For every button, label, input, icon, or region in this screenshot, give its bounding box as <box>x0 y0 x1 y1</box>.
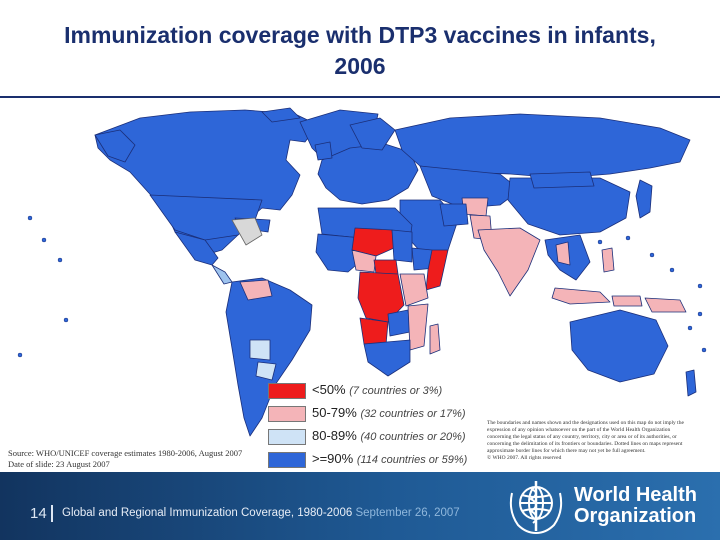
legend-detail: (7 countries or 3%) <box>349 385 443 397</box>
region-indonesia-2 <box>611 295 643 307</box>
region-madagascar <box>429 323 441 355</box>
disclaimer-line: approximate border lines for which there… <box>487 448 646 454</box>
region-chad-niger-red <box>351 227 395 257</box>
disclaimer-line: concerning the legal status of any count… <box>487 434 677 440</box>
map-disclaimer: The boundaries and names shown and the d… <box>487 420 709 462</box>
presentation-title: Global and Regional Immunization Coverag… <box>62 507 353 519</box>
region-southern-africa <box>363 339 411 377</box>
region-indonesia-1 <box>551 287 611 305</box>
region-venezuela <box>239 279 273 301</box>
legend-swatch-light-blue <box>268 429 306 445</box>
region-alaska-canada-west <box>94 129 136 163</box>
copyright-line: © WHO 2007. All rights reserved <box>487 455 562 461</box>
legend-detail: (114 countries or 59%) <box>356 454 468 466</box>
region-japan <box>635 179 653 219</box>
small-island-markers <box>17 215 707 358</box>
region-paraguay <box>255 361 277 381</box>
region-nigeria <box>351 249 377 273</box>
source-line: Source: WHO/UNICEF coverage estimates 19… <box>8 448 243 458</box>
legend-label: 80-89% (40 countries or 20%) <box>312 428 466 443</box>
who-wordmark-line-1: World Health <box>574 484 697 506</box>
disclaimer-line: concerning the delimitation of its front… <box>487 441 683 447</box>
who-emblem-icon <box>509 481 563 535</box>
region-papua <box>644 297 687 313</box>
region-arctic-islands <box>261 107 301 123</box>
region-central-america <box>211 264 233 285</box>
disclaimer-line: The boundaries and names shown and the d… <box>487 420 684 426</box>
legend-range: <50% <box>312 382 346 397</box>
region-somalia <box>425 249 449 291</box>
region-bolivia <box>249 339 271 361</box>
legend-label: >=90% (114 countries or 59%) <box>312 451 467 466</box>
who-wordmark: World Health Organization <box>574 485 697 527</box>
region-sudan <box>391 229 413 263</box>
region-china <box>507 177 631 236</box>
region-mongolia <box>529 171 595 189</box>
world-map <box>17 107 707 437</box>
slide-date-line: Date of slide: 23 August 2007 <box>8 459 110 469</box>
region-central-asia <box>419 165 521 209</box>
region-central-africa-car <box>373 259 399 275</box>
legend-row-gte90: >=90% (114 countries or 59%) <box>268 449 498 469</box>
presentation-date: September 26, 2007 <box>355 507 460 519</box>
region-angola <box>359 317 389 346</box>
legend-row-50-79: 50-79% (32 countries or 17%) <box>268 403 498 423</box>
region-zambia <box>387 309 411 337</box>
legend-swatch-red <box>268 383 306 399</box>
legend-detail: (32 countries or 17%) <box>360 408 466 420</box>
region-laos-cambodia <box>555 241 571 266</box>
legend-range: >=90% <box>312 451 354 466</box>
legend-label: 50-79% (32 countries or 17%) <box>312 405 466 420</box>
region-east-africa <box>399 273 429 307</box>
disclaimer-line: expression of any opinion whatsoever on … <box>487 427 671 433</box>
title-line-2: 2006 <box>334 53 386 79</box>
region-haiti-hatched <box>231 217 263 246</box>
region-india <box>477 227 541 297</box>
legend-range: 50-79% <box>312 405 357 420</box>
region-new-zealand <box>685 369 697 397</box>
page-number: 14 <box>30 505 47 522</box>
region-iran <box>439 203 469 227</box>
who-wordmark-line-2: Organization <box>574 505 697 527</box>
title-line-1: Immunization coverage with DTP3 vaccines… <box>64 22 656 48</box>
legend-range: 80-89% <box>312 428 357 443</box>
region-iceland-uk <box>314 141 333 161</box>
region-mozambique <box>407 303 429 351</box>
region-australia <box>569 309 669 383</box>
region-philippines <box>601 247 615 273</box>
legend-row-lt50: <50% (7 countries or 3%) <box>268 380 498 400</box>
legend-swatch-blue <box>268 452 306 468</box>
slide-title: Immunization coverage with DTP3 vaccines… <box>0 20 720 82</box>
footer-bar: 14 Global and Regional Immunization Cove… <box>0 472 720 540</box>
legend-row-80-89: 80-89% (40 countries or 20%) <box>268 426 498 446</box>
footer-title: Global and Regional Immunization Coverag… <box>62 507 460 519</box>
footer-divider <box>51 505 53 522</box>
title-divider <box>0 96 720 98</box>
region-scandinavia <box>349 117 396 151</box>
legend-label: <50% (7 countries or 3%) <box>312 382 442 397</box>
region-usa <box>149 194 263 241</box>
region-mexico <box>174 231 219 266</box>
legend-detail: (40 countries or 20%) <box>360 431 466 443</box>
source-note: Source: WHO/UNICEF coverage estimates 19… <box>8 448 242 470</box>
legend-swatch-pink <box>268 406 306 422</box>
